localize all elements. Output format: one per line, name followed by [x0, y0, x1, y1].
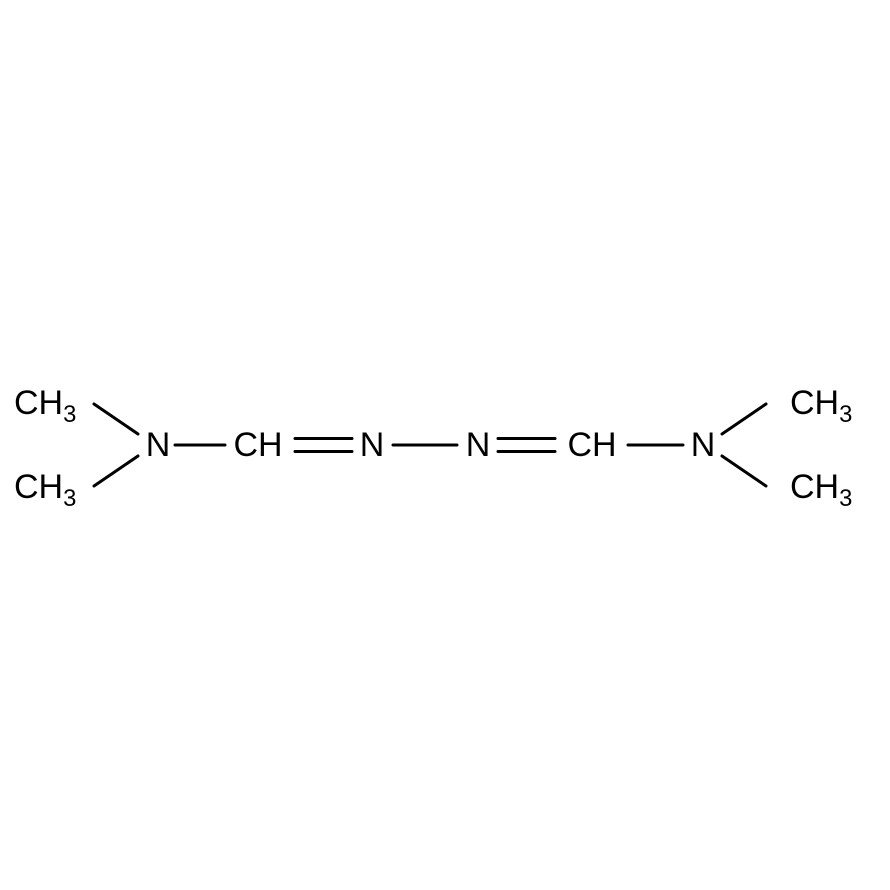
atom-ch-r: CH	[567, 428, 616, 462]
bond-n-tr	[722, 404, 766, 434]
atom-ch3-bl: CH3	[14, 470, 76, 511]
atom-ch3-br: CH3	[790, 470, 852, 511]
bond-tl-n	[94, 404, 138, 434]
atom-n-cl: N	[360, 428, 385, 462]
structure-canvas: CH3 CH3 N CH N N CH N CH3 CH3	[0, 0, 890, 890]
atom-ch3-tr: CH3	[790, 386, 852, 427]
bond-bl-n	[94, 456, 138, 486]
bond-layer	[0, 0, 890, 890]
atom-n-r: N	[691, 428, 716, 462]
atom-ch3-tl: CH3	[14, 386, 76, 427]
atom-n-cr: N	[466, 428, 491, 462]
bond-n-br	[722, 456, 766, 486]
atom-ch-l: CH	[233, 428, 282, 462]
atom-n-l: N	[146, 428, 171, 462]
